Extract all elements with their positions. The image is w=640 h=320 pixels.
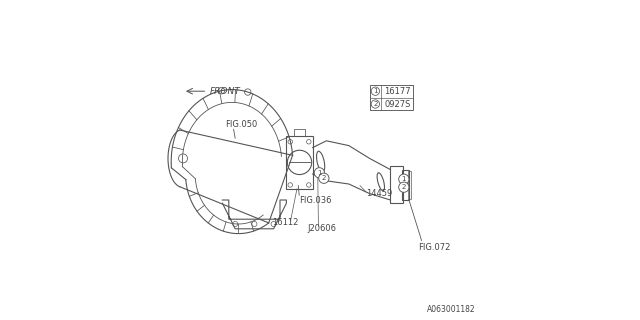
Bar	[402, 170, 409, 200]
Text: 16112: 16112	[272, 218, 299, 227]
Text: 2: 2	[373, 101, 378, 107]
Text: 2: 2	[322, 175, 326, 181]
Circle shape	[399, 182, 409, 192]
Bar	[370, 85, 413, 110]
Bar	[294, 129, 305, 136]
Text: A063001182: A063001182	[427, 305, 475, 314]
Circle shape	[314, 168, 324, 178]
Circle shape	[319, 173, 329, 183]
Text: FIG.050: FIG.050	[226, 120, 258, 129]
Text: 16177: 16177	[385, 87, 411, 96]
Bar	[287, 136, 312, 189]
Text: FIG.036: FIG.036	[300, 196, 332, 205]
Text: 14459: 14459	[366, 189, 393, 198]
Text: 1: 1	[401, 176, 406, 182]
Text: 0927S: 0927S	[385, 100, 411, 108]
Text: FIG.072: FIG.072	[419, 243, 451, 252]
Text: J20606: J20606	[307, 224, 336, 233]
Text: 2: 2	[402, 184, 406, 190]
Circle shape	[399, 174, 409, 184]
Text: 1: 1	[317, 170, 322, 176]
Text: FRONT: FRONT	[210, 87, 241, 96]
Text: 1: 1	[373, 88, 378, 94]
Bar	[408, 171, 412, 199]
Bar	[390, 166, 403, 203]
